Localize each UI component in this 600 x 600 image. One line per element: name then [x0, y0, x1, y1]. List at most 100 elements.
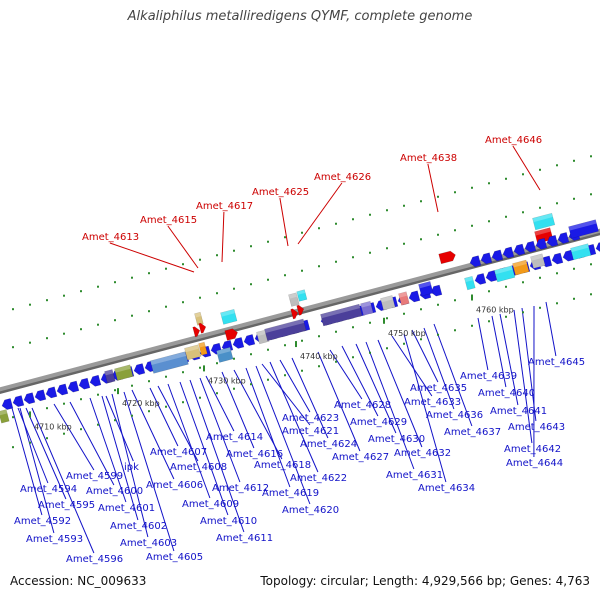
guide-dot: [318, 365, 320, 368]
label-connector: [167, 225, 199, 269]
kbp-tick-label: 4730 kbp: [208, 376, 246, 385]
gene-block-tan: [184, 344, 202, 361]
guide-dot: [403, 204, 405, 207]
guide-dot: [420, 200, 422, 203]
label-connector: [221, 211, 225, 263]
reverse-gene-arrow: [34, 389, 47, 402]
guide-dot: [250, 383, 252, 386]
reverse-gene-arrow: [12, 395, 25, 407]
guide-dot: [216, 254, 218, 257]
reverse-gene-arrow: [78, 377, 91, 390]
guide-dot: [539, 276, 541, 279]
map-title: Alkaliphilus metalliredigens QYMF, compl…: [127, 9, 473, 24]
gene-label-highlighted: Amet_4626: [314, 172, 371, 183]
gene-label: Amet_4634: [418, 483, 475, 494]
label-connector: [89, 397, 127, 503]
highlight-gene-arrow: [198, 322, 207, 334]
guide-dot: [437, 333, 439, 336]
reverse-gene-arrow: [485, 270, 498, 282]
label-connector: [167, 383, 211, 499]
guide-dot: [284, 344, 286, 347]
guide-dot: [148, 380, 150, 383]
guide-dot: [12, 346, 14, 349]
guide-dot: [199, 296, 201, 299]
guide-dot: [420, 238, 422, 241]
guide-dot: [335, 330, 337, 333]
guide-dot: [505, 177, 507, 180]
guide-dot: [165, 405, 167, 408]
guide-dot: [29, 341, 31, 344]
gene-label: Amet_4624: [300, 439, 357, 450]
label-connector: [411, 329, 439, 383]
reverse-gene-arrow: [551, 252, 564, 265]
gene-label: Amet_4592: [14, 516, 71, 527]
guide-dot: [505, 285, 507, 288]
gene-label: Amet_4623: [282, 413, 339, 424]
reverse-gene-arrow: [430, 284, 443, 297]
gene-label: Amet_4602: [110, 521, 167, 532]
dotted-guides: [12, 155, 592, 449]
guide-dot: [80, 428, 82, 431]
reverse-gene-arrow: [557, 232, 570, 244]
reverse-gene-arrow: [480, 252, 493, 265]
guide-dot: [369, 213, 371, 216]
guide-dot: [505, 215, 507, 218]
highlight-gene-arrow: [192, 326, 201, 338]
reverse-gene-arrow: [535, 237, 548, 250]
gene-label: Amet_4595: [38, 500, 95, 511]
guide-dot: [46, 337, 48, 340]
label-connector: [101, 395, 139, 521]
gene-label: Amet_4629: [350, 417, 407, 428]
gene-label: Amet_4614: [206, 432, 263, 443]
guide-dot: [488, 220, 490, 223]
guide-dot: [573, 297, 575, 300]
guide-dot: [556, 272, 558, 275]
guide-dot: [63, 432, 65, 435]
guide-dot: [199, 258, 201, 261]
reverse-gene-arrow: [45, 386, 58, 399]
guide-dot: [420, 308, 422, 311]
gene-label: Amet_4636: [426, 410, 483, 421]
reverse-gene-arrow: [232, 337, 245, 349]
gene-label: Amet_4616: [226, 449, 283, 460]
reverse-gene-arrow: [1, 398, 14, 410]
label-connector: [149, 387, 179, 447]
guide-dot: [80, 328, 82, 331]
gene-label: Amet_4594: [20, 484, 77, 495]
guide-dot: [165, 267, 167, 270]
guide-dot: [437, 303, 439, 306]
gene-label: Amet_4605: [146, 552, 203, 563]
gene-label: Amet_4611: [216, 533, 273, 544]
label-connector: [499, 313, 519, 406]
kbp-tick-label: 4740 kbp: [300, 352, 338, 361]
label-connector: [377, 339, 423, 448]
guide-dot: [114, 419, 116, 422]
label-connector: [291, 357, 329, 439]
guide-dot: [539, 306, 541, 309]
label-connector: [512, 145, 541, 191]
guide-dot: [233, 287, 235, 290]
guide-dot: [199, 366, 201, 369]
guide-dot: [573, 197, 575, 200]
guide-dot: [318, 265, 320, 268]
guide-dot: [114, 389, 116, 392]
gene-label: Amet_4601: [98, 503, 155, 514]
label-connector: [297, 182, 343, 245]
guide-dot: [46, 407, 48, 410]
gene-label-highlighted: Amet_4615: [140, 215, 197, 226]
label-connector: [53, 403, 95, 471]
guide-dot: [131, 384, 133, 387]
guide-dot: [471, 186, 473, 189]
guide-dot: [335, 360, 337, 363]
guide-dot: [488, 290, 490, 293]
guide-dot: [488, 182, 490, 185]
guide-dot: [284, 274, 286, 277]
gene-block-pink: [398, 291, 410, 306]
gene-label: Amet_4619: [262, 488, 319, 499]
guide-dot: [556, 202, 558, 205]
guide-dot: [301, 339, 303, 342]
guide-dot: [505, 315, 507, 318]
label-connector: [403, 333, 447, 483]
label-connector: [341, 345, 379, 417]
guide-dot: [539, 168, 541, 171]
